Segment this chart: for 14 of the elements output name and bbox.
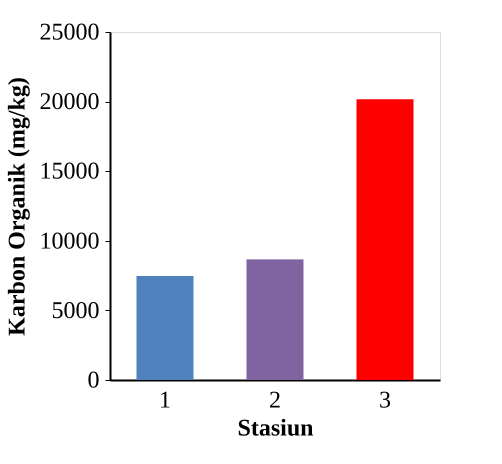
x-tick-label: 3 <box>379 388 391 414</box>
bar <box>246 259 304 380</box>
bar <box>136 276 194 380</box>
y-tick-label: 10000 <box>40 228 100 254</box>
y-tick-label: 15000 <box>40 158 100 185</box>
x-tick-label: 1 <box>159 388 171 414</box>
bar <box>356 99 414 380</box>
y-tick-label: 25000 <box>40 20 100 46</box>
y-tick-label: 20000 <box>40 89 100 116</box>
x-tick-label: 2 <box>269 388 281 414</box>
y-tick-label: 0 <box>88 368 100 394</box>
x-axis-title: Stasiun <box>237 416 314 442</box>
y-axis-title: Karbon Organik (mg/kg) <box>4 77 30 336</box>
y-tick-label: 5000 <box>52 298 100 324</box>
